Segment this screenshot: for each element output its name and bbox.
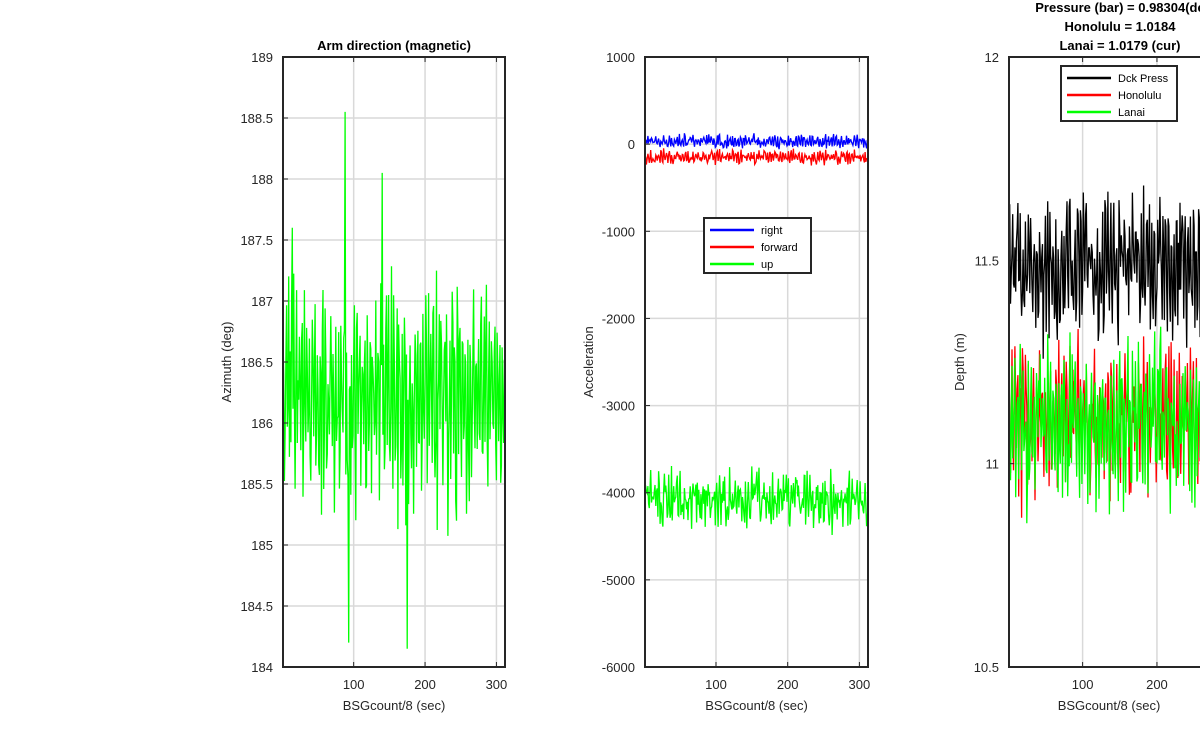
y-tick-label: 184.5 xyxy=(240,599,273,614)
y-tick-label: 11.5 xyxy=(975,253,999,268)
y-tick-label: 0 xyxy=(628,137,635,152)
y-tick-label: 10.5 xyxy=(974,660,999,675)
y-tick-label: 1000 xyxy=(606,50,635,65)
chart-title-line: Honolulu = 1.0184 xyxy=(1065,19,1177,34)
x-tick-label: 200 xyxy=(777,677,799,692)
x-axis-label: BSGcount/8 (sec) xyxy=(343,698,446,713)
y-tick-label: 185 xyxy=(251,538,273,553)
y-tick-label: -6000 xyxy=(602,660,635,675)
y-tick-label: 11 xyxy=(986,457,1000,472)
y-tick-label: 188 xyxy=(251,172,273,187)
acceleration-chart: 100 200 300 -6000 -5000 -4000 -3000 -2000 -1000 0… xyxy=(581,50,870,713)
azimuth-chart: 100 200 300 184 184.5 185 185.5 186 186.5 187 187.… xyxy=(219,38,507,713)
y-tick-label: 185.5 xyxy=(240,477,273,492)
axes-frame xyxy=(644,56,869,668)
x-tick-label: 300 xyxy=(486,677,508,692)
depth-chart: 100 200 10.5 11 11.5 12 BSGcount/8 (sec) Depth … xyxy=(952,0,1200,713)
y-tick-label: 189 xyxy=(251,50,273,65)
series-line-series0 xyxy=(283,111,505,649)
x-axis-label: BSGcount/8 (sec) xyxy=(705,698,808,713)
y-axis-label: Acceleration xyxy=(581,326,596,398)
y-axis-label: Azimuth (deg) xyxy=(219,322,234,403)
legend-label: Lanai xyxy=(1118,107,1145,119)
y-tick-label: -5000 xyxy=(602,573,635,588)
y-tick-label: -2000 xyxy=(602,311,635,326)
y-axis-label: Depth (m) xyxy=(952,333,967,391)
y-tick-label: -3000 xyxy=(602,399,635,414)
chart-title-line: Pressure (bar) = 0.98304(de xyxy=(1035,0,1200,15)
y-tick-label: 186.5 xyxy=(240,355,273,370)
series-line-up xyxy=(645,465,868,536)
legend-label: forward xyxy=(761,242,798,254)
x-tick-label: 200 xyxy=(1146,677,1168,692)
legend-label: Dck Press xyxy=(1118,73,1169,85)
legend-label: Honolulu xyxy=(1118,90,1161,102)
y-tick-label: 187 xyxy=(251,294,273,309)
x-tick-label: 200 xyxy=(414,677,436,692)
series-line-forward xyxy=(645,147,868,167)
y-tick-label: 188.5 xyxy=(240,111,273,126)
x-tick-label: 100 xyxy=(1072,677,1094,692)
legend-label: up xyxy=(761,259,773,271)
legend-label: right xyxy=(761,225,782,237)
x-tick-label: 100 xyxy=(343,677,365,692)
series-group xyxy=(1009,185,1200,524)
y-tick-label: -1000 xyxy=(602,224,635,239)
series-group xyxy=(283,111,505,649)
axes-frame xyxy=(1008,56,1200,668)
x-tick-label: 300 xyxy=(849,677,871,692)
x-axis-label: BSGcount/8 (sec) xyxy=(1058,698,1161,713)
chart-title: Arm direction (magnetic) xyxy=(317,38,471,53)
series-group xyxy=(645,132,868,536)
series-line-lanai xyxy=(1009,326,1200,524)
y-tick-label: 186 xyxy=(251,416,273,431)
series-line-dck-press xyxy=(1009,185,1200,359)
plot-area xyxy=(645,57,868,667)
y-tick-label: -4000 xyxy=(602,486,635,501)
y-tick-label: 187.5 xyxy=(240,233,273,248)
chart-title-line: Lanai = 1.0179 (cur) xyxy=(1059,38,1180,53)
y-tick-label: 184 xyxy=(251,660,273,675)
series-line-right xyxy=(645,132,868,150)
x-tick-label: 100 xyxy=(705,677,727,692)
y-tick-label: 12 xyxy=(985,50,999,65)
